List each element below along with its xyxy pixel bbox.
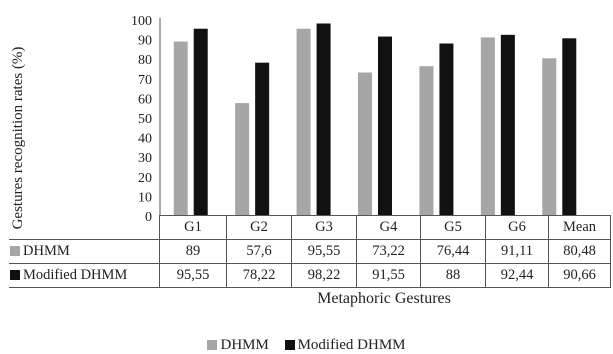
table-cell: 92,44 <box>485 263 549 288</box>
table-header-g2: G2 <box>226 215 292 240</box>
table-cell: 95,55 <box>159 263 227 288</box>
table-cell: 73,22 <box>356 239 421 264</box>
table-row-header-dhmm: DHMM <box>9 239 160 264</box>
table-header-g1: G1 <box>159 215 227 240</box>
table-row-dhmm: DHMM 89 57,6 95,55 73,22 76,44 91,11 80,… <box>9 239 611 264</box>
table-header-row: G1 G2 G3 G4 G5 G6 Mean <box>9 215 611 240</box>
table-header-g4: G4 <box>356 215 421 240</box>
bar-dhmm-g1 <box>173 41 188 217</box>
table-header-g6: G6 <box>485 215 549 240</box>
table-row-label-modified-dhmm: Modified DHMM <box>23 267 128 283</box>
y-axis-title: Gestures recognition rates (%) <box>10 47 26 230</box>
y-tick-label: 40 <box>138 132 152 147</box>
table-cell: 78,22 <box>226 263 292 288</box>
y-tick-label: 20 <box>138 171 152 186</box>
modified-dhmm-swatch <box>10 269 20 280</box>
table-cell: 91,55 <box>356 263 421 288</box>
bar-dhmm-g6 <box>480 37 495 216</box>
bar-dhmm-g4 <box>358 72 372 216</box>
table-cell: 76,44 <box>420 239 486 264</box>
table-row-label-dhmm: DHMM <box>23 243 70 259</box>
bar-dhmm-g3 <box>296 28 311 216</box>
bar-modified-dhmm-g4 <box>378 36 392 217</box>
x-axis-title: Metaphoric Gestures <box>317 290 451 307</box>
y-tick-label: 0 <box>145 210 152 225</box>
table-cell: 98,22 <box>291 263 357 288</box>
table-cell: 95,55 <box>291 239 357 264</box>
bar-modified-dhmm-g1 <box>193 28 208 216</box>
table-header-g3: G3 <box>291 215 357 240</box>
legend-label-dhmm: DHMM <box>220 337 269 353</box>
legend: DHMM Modified DHMM <box>0 337 613 354</box>
bar-modified-dhmm-g6 <box>500 34 515 217</box>
bar-dhmm-g5 <box>419 66 434 216</box>
y-tick-label: 70 <box>138 73 152 88</box>
legend-swatch-modified-dhmm <box>284 339 295 350</box>
legend-label-modified-dhmm: Modified DHMM <box>297 337 406 353</box>
table-cell: 91,11 <box>485 239 549 264</box>
table-cell: 90,66 <box>548 263 611 288</box>
table-header-g5: G5 <box>420 215 486 240</box>
y-tick-label: 90 <box>138 34 152 49</box>
table-row-header-modified-dhmm: Modified DHMM <box>9 263 160 288</box>
y-tick-label: 80 <box>138 53 152 68</box>
bar-modified-dhmm-mean <box>562 38 577 217</box>
table-cell: 80,48 <box>548 239 611 264</box>
table-header-mean: Mean <box>548 215 611 240</box>
bar-dhmm-g2 <box>235 103 250 216</box>
bar-modified-dhmm-g2 <box>255 62 270 217</box>
bar-modified-dhmm-g5 <box>439 43 454 216</box>
table-cell: 89 <box>159 239 227 264</box>
table-cell: 57,6 <box>226 239 292 264</box>
legend-item-dhmm: DHMM <box>207 337 269 354</box>
y-tick-label: 50 <box>138 112 152 127</box>
table-cell: 88 <box>420 263 486 288</box>
y-tick-label: 30 <box>138 151 152 166</box>
dhmm-swatch <box>10 245 20 256</box>
legend-item-modified-dhmm: Modified DHMM <box>284 337 406 354</box>
bar-dhmm-mean <box>542 58 557 216</box>
y-tick-label: 10 <box>138 190 152 205</box>
y-tick-label: 60 <box>138 92 152 107</box>
legend-swatch-dhmm <box>207 339 218 350</box>
data-table: G1 G2 G3 G4 G5 G6 Mean DHMM 89 57,6 95,5… <box>9 215 611 288</box>
y-tick-label: 100 <box>131 14 152 29</box>
bar-modified-dhmm-g3 <box>316 23 331 216</box>
table-row-modified-dhmm: Modified DHMM 95,55 78,22 98,22 91,55 88… <box>9 263 611 288</box>
